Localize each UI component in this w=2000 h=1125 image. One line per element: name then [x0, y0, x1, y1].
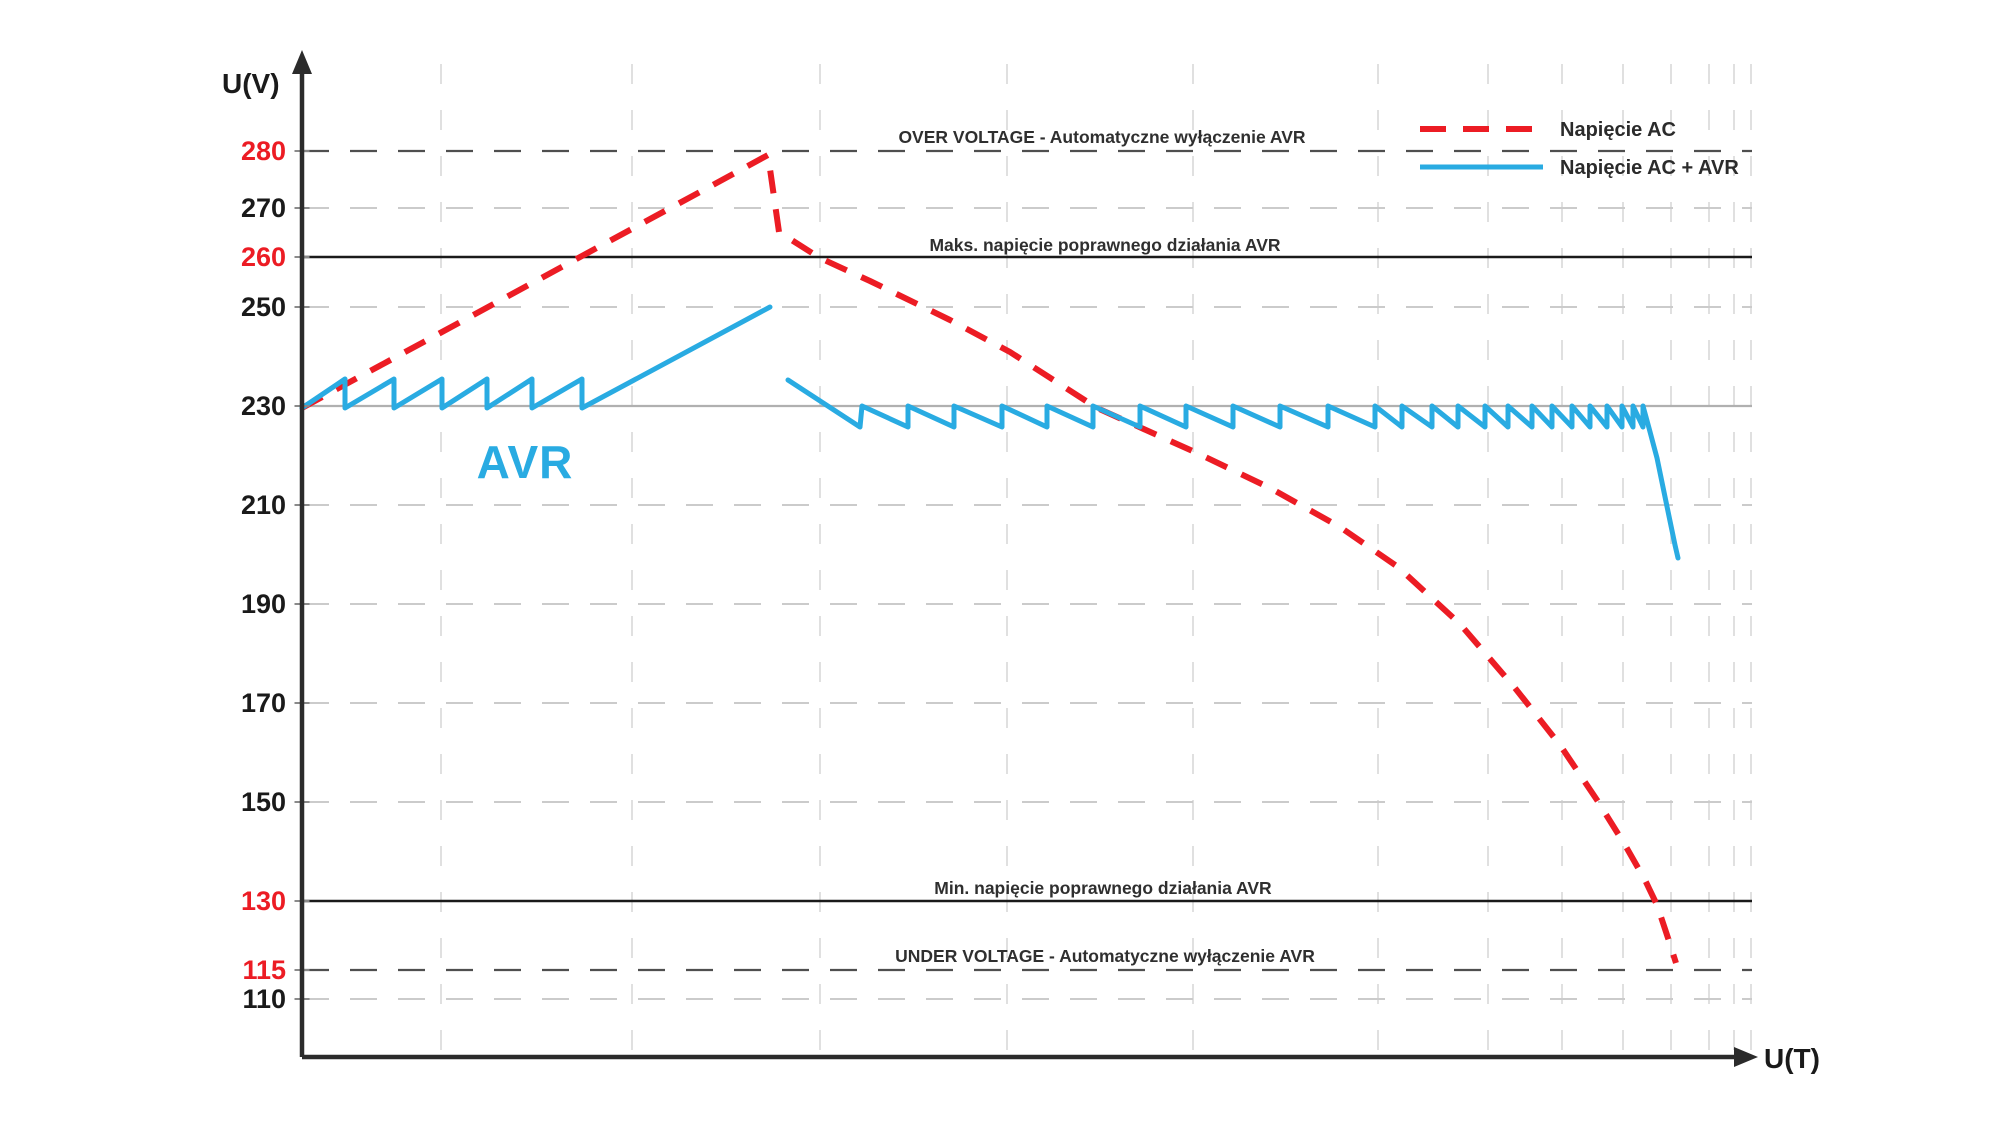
under-voltage-note: UNDER VOLTAGE - Automatyczne wyłączenie …: [895, 946, 1315, 966]
y-tick-label-190: 190: [241, 589, 286, 619]
legend-napiecie-ac-avr-label: Napięcie AC + AVR: [1560, 157, 1739, 179]
series-napiecie-ac: [300, 152, 1679, 964]
avr-max-note: Maks. napięcie poprawnego działania AVR: [929, 235, 1280, 255]
avr-min-note: Min. napięcie poprawnego działania AVR: [934, 878, 1272, 898]
y-tick-label-270: 270: [241, 193, 286, 223]
y-tick-label-250: 250: [241, 292, 286, 322]
legend-napiecie-ac-label: Napięcie AC: [1560, 119, 1676, 141]
x-axis-label: U(T): [1764, 1043, 1820, 1074]
y-tick-label-230: 230: [241, 391, 286, 421]
y-tick-label-110: 110: [242, 984, 286, 1014]
gridline-layer: [440, 64, 1752, 1056]
reference-line-layer: [302, 149, 1752, 1000]
y-tick-label-130: 130: [241, 886, 286, 916]
y-tick-label-260: 260: [241, 242, 286, 272]
series-layer: [299, 152, 1681, 964]
y-tick-label-170: 170: [241, 688, 286, 718]
y-axis-label: U(V): [222, 68, 280, 99]
y-tick-label-115: 115: [242, 955, 286, 985]
y-tick-label-210: 210: [241, 490, 286, 520]
y-tick-label-150: 150: [241, 787, 286, 817]
avr-label: AVR: [477, 436, 574, 488]
over-voltage-note: OVER VOLTAGE - Automatyczne wyłączenie A…: [898, 127, 1305, 147]
y-axis-arrow: [292, 50, 312, 74]
series-napiecie-ac-avr: [299, 304, 1681, 561]
y-tick-label-280: 280: [241, 136, 286, 166]
x-axis-arrow: [1734, 1047, 1758, 1067]
